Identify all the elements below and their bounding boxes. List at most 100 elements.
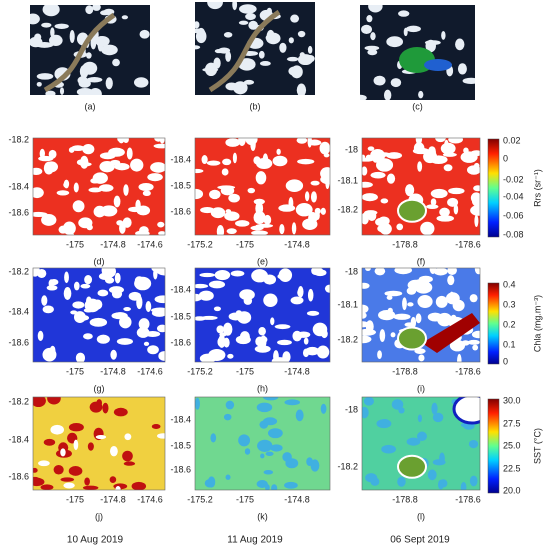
cloud [218,47,231,54]
y-tick-label: -18.2 [8,134,29,144]
cloud [391,399,404,410]
cloud [295,409,304,422]
cloud [362,212,369,225]
panel-label: (i) [417,383,425,393]
cloud [297,158,315,165]
cloud [41,22,52,28]
cloud [393,313,411,320]
y-tick-label: -18.6 [170,206,191,216]
island [397,454,427,479]
cloud [362,312,367,319]
y-tick-label: -18.2 [337,334,358,344]
y-tick-label: -18.5 [170,440,191,450]
cloud [362,406,369,419]
cloud [195,188,204,200]
cloud [36,73,54,80]
cloud [33,476,40,482]
cloud [69,29,75,44]
cloud [151,424,161,429]
cloud [223,32,233,38]
cloud [33,167,43,176]
cloud [306,55,315,63]
colorbar-tick-label: 0.02 [503,135,521,145]
cloud [216,325,224,334]
cloud [210,433,217,443]
cloud [452,397,480,425]
colorbar-tick-label: 0 [503,356,508,366]
cloud [42,5,60,17]
cloud [263,397,279,401]
colorbar-tick-label: 0.4 [503,279,516,289]
cloud [362,304,369,314]
y-tick-label: -18.2 [337,204,358,214]
cloud [257,439,273,452]
river [208,9,281,93]
cloud [37,268,47,278]
cloud [364,210,378,216]
cloud [417,161,423,172]
cloud [86,77,103,83]
cloud [53,465,64,475]
cloud [86,52,92,59]
cloud [124,433,132,441]
cloud [119,222,126,234]
cloud [105,77,113,90]
cloud [64,271,69,284]
cloud [295,203,313,217]
cloud [54,23,69,29]
cloud [50,424,64,435]
cloud [430,188,448,199]
cloud [375,218,386,226]
cloud [263,469,274,475]
cloud [222,158,232,166]
x-tick-label: -175 [66,494,84,504]
cloud [60,477,75,482]
cloud [386,36,404,48]
cloud [239,289,255,301]
cloud [255,171,267,185]
cloud [213,306,221,312]
cloud [98,184,114,192]
cloud [200,315,218,320]
cloud [79,162,92,167]
y-tick-label: -18.6 [8,207,29,217]
panel-label: (b) [250,101,261,111]
cloud [441,30,446,40]
cloud [128,206,142,213]
cloud [270,444,283,452]
cloud [431,402,438,415]
cloud [58,442,69,453]
x-tick-label: -175.2 [187,239,213,249]
colorbar-tick-label: 30.0 [503,395,521,405]
cloud [157,221,165,228]
cloud [278,268,293,282]
colorbar-tick-label: 0 [503,153,508,163]
panel-frame [194,267,331,363]
cloud [247,187,256,194]
x-tick-label: -174.8 [284,494,310,504]
cloud [365,268,371,272]
cloud [460,482,467,490]
cloud [288,37,294,44]
panel-label: (g) [94,383,105,393]
cloud [142,190,151,197]
colorbar-tick-label: 27.5 [503,418,521,428]
panel-label: (h) [257,383,268,393]
cloud [63,482,75,489]
cloud [470,150,480,157]
cloud [216,225,225,235]
cloud [83,308,94,313]
cloud [279,224,285,235]
cloud [96,334,110,344]
cloud [54,397,59,403]
cloud [314,207,321,215]
cloud [267,428,283,439]
colorbar-tick-label: 20.0 [503,485,521,495]
cloud [102,402,109,414]
cloud [469,294,478,303]
cloud [235,220,250,227]
cloud [271,484,278,490]
cloud [410,316,417,329]
cloud [449,291,454,299]
cloud [83,333,93,340]
